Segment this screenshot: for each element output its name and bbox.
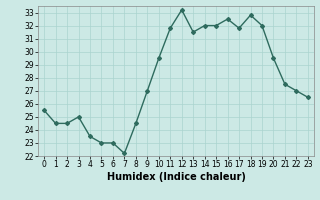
X-axis label: Humidex (Indice chaleur): Humidex (Indice chaleur) bbox=[107, 172, 245, 182]
